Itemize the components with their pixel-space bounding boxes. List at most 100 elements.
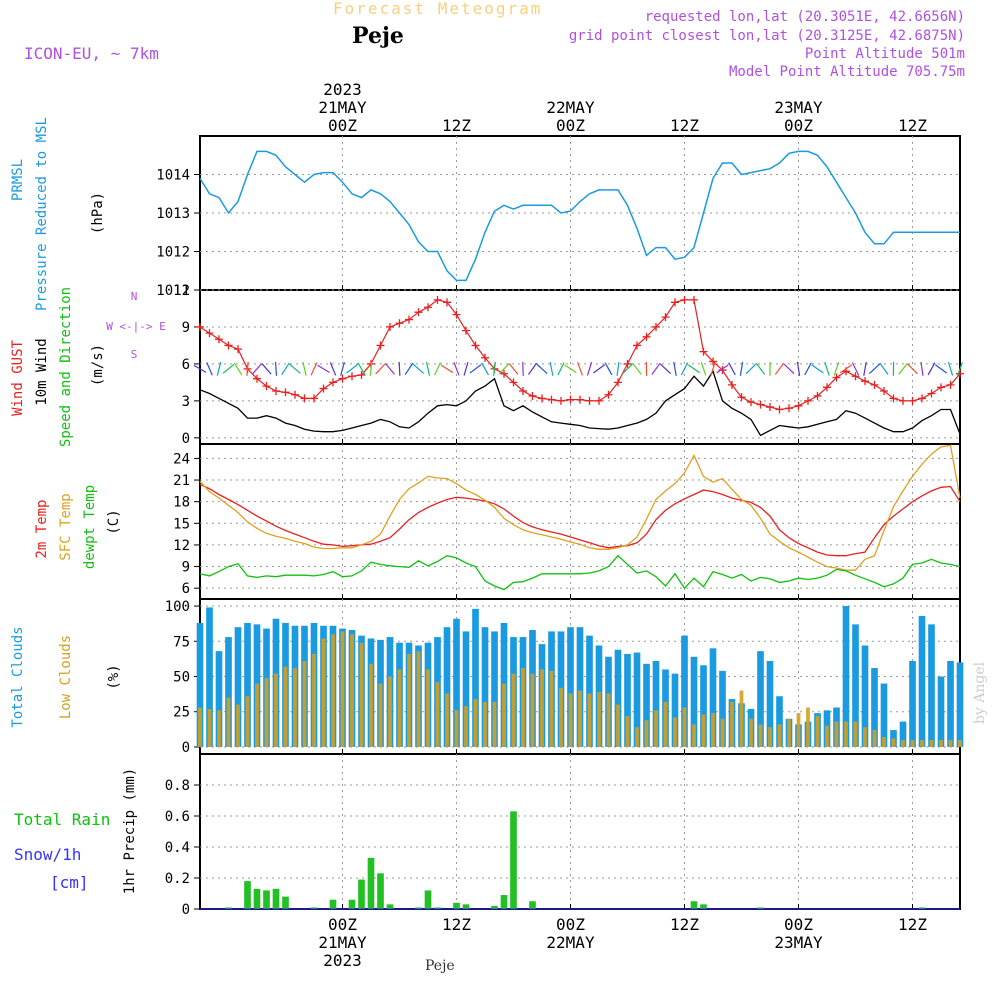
total-cloud-bar (776, 696, 783, 747)
wind-direction-arrow (329, 362, 337, 376)
precip-label: Total Rain (14, 810, 110, 829)
gust-marker (661, 313, 670, 322)
gust-marker (680, 295, 689, 304)
gust-marker (528, 391, 537, 400)
time-label-top: 12Z (442, 116, 471, 135)
gust-marker (889, 394, 898, 403)
gust-marker (851, 372, 860, 381)
gust-marker (699, 347, 708, 356)
time-label-bottom: 23MAY (774, 933, 823, 952)
wind-direction-arrow (920, 361, 924, 376)
total-cloud-bar (234, 627, 242, 747)
dewpoint-line (199, 554, 961, 591)
temp-label: SFC Temp (58, 493, 74, 560)
compass-north: N (131, 290, 138, 303)
time-label-top: 21MAY (318, 98, 367, 117)
time-label-bottom: 00Z (328, 915, 357, 934)
gust-marker (205, 329, 214, 338)
wind-speed-line (199, 369, 961, 437)
wind-direction-arrow (622, 363, 633, 375)
rain-bar (244, 881, 251, 909)
low-cloud-bar (815, 715, 820, 747)
gust-marker (737, 393, 746, 402)
rain-bar (310, 907, 318, 909)
wind-direction-arrow (879, 362, 889, 375)
model-label: ICON-EU, ~ 7km (24, 44, 159, 63)
rain-bar (510, 811, 517, 909)
gust-marker (709, 357, 717, 366)
gust-marker (785, 404, 793, 413)
wind-direction-arrow (206, 362, 213, 376)
wind-direction-arrow (480, 362, 490, 376)
low-cloud-bar (929, 739, 934, 747)
gust-marker (519, 387, 527, 396)
wind-direction-arrow (673, 361, 677, 376)
low-cloud-bar (673, 717, 677, 747)
y-tick-label: 18 (173, 495, 190, 511)
gust-line (199, 299, 961, 411)
low-cloud-bar (416, 651, 421, 747)
low-cloud-bar (777, 724, 782, 747)
rain-bar (462, 904, 470, 909)
gust-marker (861, 377, 869, 386)
gust-marker (376, 341, 385, 350)
total-cloud-bar (671, 673, 679, 747)
gust-marker (234, 345, 242, 354)
y-tick-label: 75 (173, 634, 190, 650)
low-cloud-bar (483, 701, 487, 747)
panel-4: 0 0.2 0.4 0.6 0.8 (165, 753, 961, 918)
low-cloud-bar (939, 739, 943, 747)
total-cloud-bar (719, 670, 726, 747)
wind-direction-arrow (824, 362, 830, 376)
wind-direction-arrow (927, 362, 936, 376)
gust-marker (262, 382, 271, 391)
total-cloud-bar (481, 627, 489, 747)
wind-direction-arrow (463, 361, 469, 376)
gridpoint-coords: grid point closest lon,lat (20.3125E, 42… (568, 28, 965, 44)
low-cloud-bar (388, 676, 392, 747)
gust-marker (272, 387, 280, 396)
gust-marker (291, 390, 299, 399)
low-cloud-bar (568, 693, 573, 747)
y-tick-label: 50 (173, 670, 190, 686)
low-cloud-bar (958, 739, 962, 747)
y-tick-label: 9 (182, 560, 190, 576)
y-tick-label: 1011 (156, 283, 190, 299)
rain-bar (918, 907, 926, 909)
rain-bar (529, 901, 536, 909)
wind-direction-arrow (193, 364, 207, 373)
low-cloud-bar (217, 710, 221, 747)
gust-marker (813, 391, 822, 400)
low-cloud-bar (549, 670, 554, 747)
gust-marker (348, 372, 356, 381)
gust-marker (405, 315, 413, 324)
wind-direction-arrow (851, 362, 860, 376)
low-cloud-bar (207, 708, 212, 747)
gust-marker (253, 374, 261, 383)
low-cloud-bar (274, 673, 278, 747)
wind-direction-arrow (216, 361, 222, 376)
gust-marker (671, 298, 679, 307)
low-cloud-bar (378, 683, 383, 747)
gust-marker (547, 395, 556, 404)
rain-bar (424, 890, 432, 909)
gust-marker (908, 396, 917, 405)
pressure-label: PRMSL (10, 159, 26, 201)
gust-marker (310, 394, 318, 403)
wind-direction-arrow (863, 361, 867, 376)
wind-direction-arrow (957, 362, 963, 376)
low-cloud-bar (625, 715, 630, 747)
wind-direction-arrow (680, 362, 689, 376)
low-cloud-bar (302, 661, 307, 747)
total-cloud-bar (937, 676, 945, 747)
total-cloud-bar (491, 631, 498, 747)
wind-direction-arrow (716, 364, 729, 374)
watermark: by Angel (972, 661, 988, 724)
gust-marker (471, 341, 480, 350)
wind-direction-arrow (433, 362, 442, 376)
total-cloud-bar (880, 683, 888, 747)
low-cloud-bar (948, 739, 953, 747)
low-cloud-bar (331, 634, 335, 747)
low-cloud-bar (730, 701, 734, 747)
time-label-bottom: 00Z (784, 915, 813, 934)
